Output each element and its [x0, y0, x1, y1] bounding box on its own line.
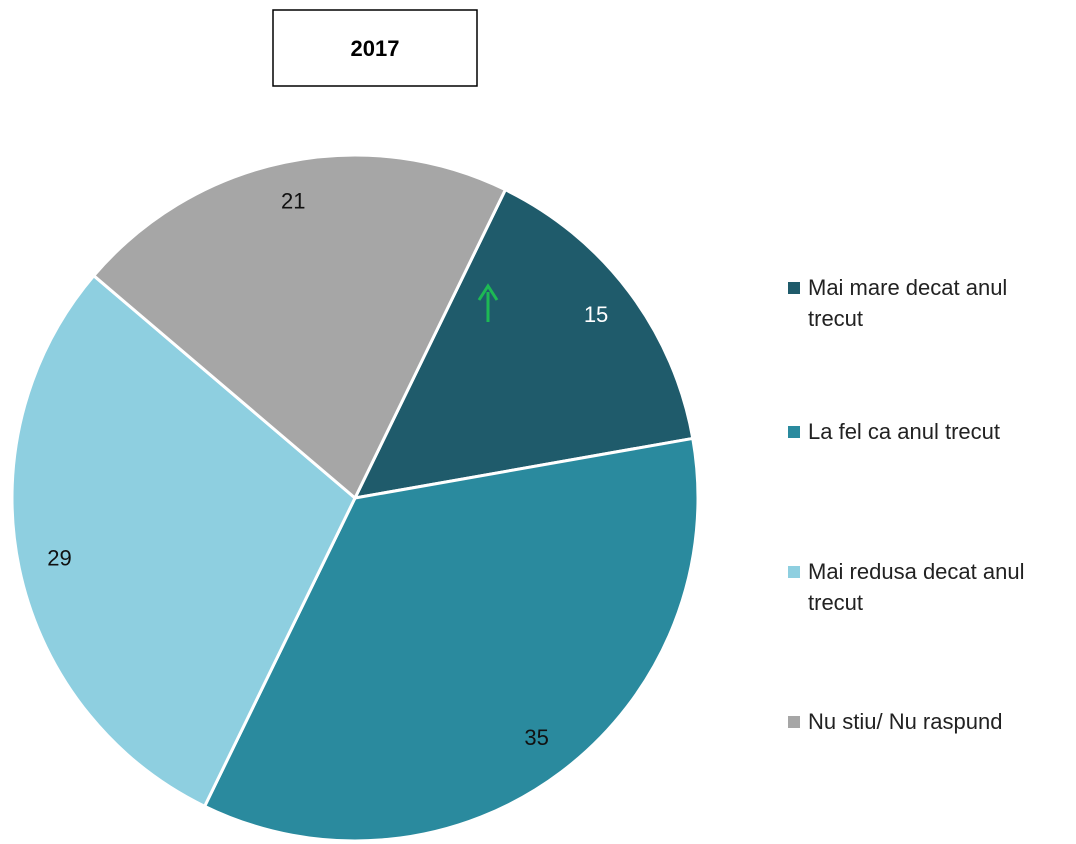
- data-label: 15: [584, 302, 608, 327]
- pie-slice: [202, 436, 700, 843]
- data-label: 35: [524, 725, 548, 750]
- legend-swatch: [788, 426, 800, 438]
- data-label: 29: [47, 546, 71, 571]
- chart-title: 2017: [351, 36, 400, 61]
- legend-label: Mai mare decat anul trecut: [808, 275, 1008, 331]
- legend-label: Nu stiu/ Nu raspund: [808, 709, 1003, 734]
- up-arrow: [477, 283, 499, 322]
- data-label: 21: [281, 188, 305, 213]
- pie-slice: [10, 273, 357, 809]
- legend-item: La fel ca anul trecut: [788, 416, 1068, 447]
- legend-item: Mai redusa decat anul trecut: [788, 556, 1068, 618]
- legend-swatch: [788, 566, 800, 578]
- legend-item: Mai mare decat anul trecut: [788, 272, 1068, 334]
- legend-label: Mai redusa decat anul trecut: [808, 559, 1025, 615]
- legend-swatch: [788, 282, 800, 294]
- slices: 15 35 29 21: [10, 153, 700, 843]
- legend-item: Nu stiu/ Nu raspund: [788, 706, 1068, 737]
- pie-slice: [91, 153, 508, 501]
- legend-label: La fel ca anul trecut: [808, 419, 1001, 444]
- title-box: [272, 9, 478, 87]
- pie-slice: [352, 187, 695, 500]
- legend-swatch: [788, 716, 800, 728]
